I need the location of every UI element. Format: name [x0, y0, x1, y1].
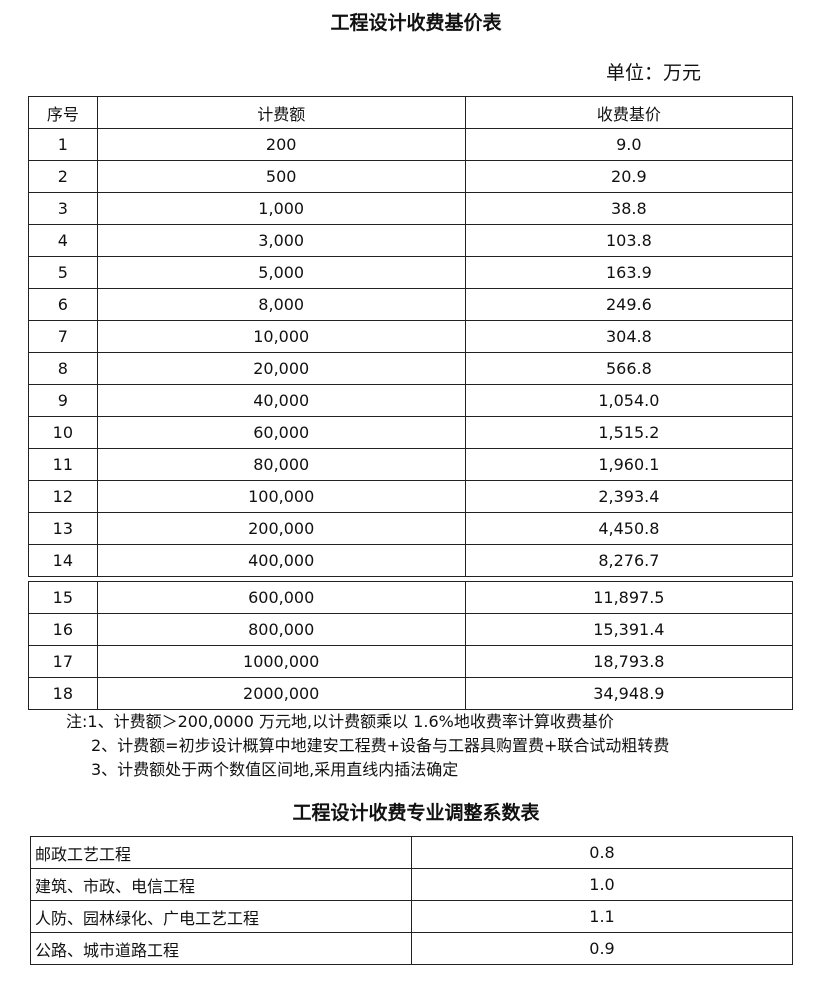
- table-row: 10 60,000 1,515.2: [28, 416, 794, 449]
- table-cell: 0.9: [411, 932, 793, 965]
- table-cell: 9: [28, 384, 98, 417]
- table-cell: 10: [28, 416, 98, 449]
- table-cell: 17: [28, 645, 98, 678]
- table-cell: 2,393.4: [464, 480, 794, 513]
- table-cell: 60,000: [96, 416, 466, 449]
- table-row: 2 500 20.9: [28, 160, 794, 193]
- table-row: 人防、园林绿化、广电工艺工程 1.1: [30, 900, 793, 933]
- table-row: 7 10,000 304.8: [28, 320, 794, 353]
- table-cell: 1000,000: [96, 645, 466, 678]
- table-cell: 8,000: [96, 288, 466, 321]
- table-row: 3 1,000 38.8: [28, 192, 794, 225]
- table-cell: 14: [28, 544, 98, 577]
- table-cell: 邮政工艺工程: [30, 836, 412, 869]
- table-cell: 5: [28, 256, 98, 289]
- table-row: 18 2000,000 34,948.9: [28, 677, 794, 710]
- table-cell: 建筑、市政、电信工程: [30, 868, 412, 901]
- table-cell: 8,276.7: [464, 544, 794, 577]
- table-cell: 9.0: [464, 128, 794, 161]
- table-cell: 500: [96, 160, 466, 193]
- note-1: 注:1、计费额＞200,0000 万元地,以计费额乘以 1.6%地收费率计算收费…: [66, 712, 614, 731]
- table-row: 5 5,000 163.9: [28, 256, 794, 289]
- table-cell: 38.8: [464, 192, 794, 225]
- table-cell: 1,000: [96, 192, 466, 225]
- table-cell: 3,000: [96, 224, 466, 257]
- table-cell: 566.8: [464, 352, 794, 385]
- table-row: 邮政工艺工程 0.8: [30, 836, 793, 869]
- table-cell: 1: [28, 128, 98, 161]
- notes: 注:1、计费额＞200,0000 万元地,以计费额乘以 1.6%地收费率计算收费…: [66, 710, 669, 782]
- table-cell: 3: [28, 192, 98, 225]
- table-cell: 6: [28, 288, 98, 321]
- fee-table-part2: 15 600,000 11,897.5 16 800,000 15,391.4 17 1000…: [28, 581, 794, 710]
- table-cell: 4,450.8: [464, 512, 794, 545]
- table-cell: 12: [28, 480, 98, 513]
- table-cell: 100,000: [96, 480, 466, 513]
- table-cell: 200,000: [96, 512, 466, 545]
- table-cell: 163.9: [464, 256, 794, 289]
- table-cell: 11: [28, 448, 98, 481]
- table-cell: 34,948.9: [464, 677, 794, 710]
- table-row: 4 3,000 103.8: [28, 224, 794, 257]
- table-cell: 4: [28, 224, 98, 257]
- table-row: 公路、城市道路工程 0.9: [30, 932, 793, 965]
- table-cell: 20.9: [464, 160, 794, 193]
- table-row: 12 100,000 2,393.4: [28, 480, 794, 513]
- table-cell: 1,515.2: [464, 416, 794, 449]
- adjustment-table: 邮政工艺工程 0.8 建筑、市政、电信工程 1.0 人防、园林绿化、广电工艺工程 1.1 公…: [30, 836, 793, 965]
- table-header-row: 序号 计费额 收费基价: [28, 96, 794, 129]
- table-cell: 序号: [28, 96, 98, 129]
- table-cell: 304.8: [464, 320, 794, 353]
- table-row: 建筑、市政、电信工程 1.0: [30, 868, 793, 901]
- table-cell: 1.1: [411, 900, 793, 933]
- table-row: 11 80,000 1,960.1: [28, 448, 794, 481]
- table-cell: 1,960.1: [464, 448, 794, 481]
- table-cell: 20,000: [96, 352, 466, 385]
- table-cell: 计费额: [96, 96, 466, 129]
- table-cell: 1.0: [411, 868, 793, 901]
- page-title: 工程设计收费基价表: [330, 12, 502, 34]
- table-cell: 人防、园林绿化、广电工艺工程: [30, 900, 412, 933]
- table-cell: 80,000: [96, 448, 466, 481]
- table-row: 13 200,000 4,450.8: [28, 512, 794, 545]
- table-cell: 600,000: [96, 581, 466, 614]
- table-cell: 40,000: [96, 384, 466, 417]
- table-row: 1 200 9.0: [28, 128, 794, 161]
- table-row: 9 40,000 1,054.0: [28, 384, 794, 417]
- table-cell: 18,793.8: [464, 645, 794, 678]
- table-cell: 5,000: [96, 256, 466, 289]
- table-cell: 2000,000: [96, 677, 466, 710]
- table-cell: 15: [28, 581, 98, 614]
- table-cell: 200: [96, 128, 466, 161]
- table-cell: 10,000: [96, 320, 466, 353]
- table-cell: 1,054.0: [464, 384, 794, 417]
- table-row: 17 1000,000 18,793.8: [28, 645, 794, 678]
- table-cell: 13: [28, 512, 98, 545]
- table-row: 6 8,000 249.6: [28, 288, 794, 321]
- table-row: 14 400,000 8,276.7: [28, 544, 794, 577]
- table-cell: 15,391.4: [464, 613, 794, 646]
- table-cell: 16: [28, 613, 98, 646]
- table-cell: 800,000: [96, 613, 466, 646]
- unit-label: 单位：万元: [606, 62, 702, 84]
- table-cell: 103.8: [464, 224, 794, 257]
- table-cell: 8: [28, 352, 98, 385]
- table-cell: 2: [28, 160, 98, 193]
- table-cell: 7: [28, 320, 98, 353]
- note-3: 3、计费额处于两个数值区间地,采用直线内插法确定: [91, 760, 459, 779]
- adjustment-table-title: 工程设计收费专业调整系数表: [292, 802, 540, 824]
- table-cell: 0.8: [411, 836, 793, 869]
- note-2: 2、计费额=初步设计概算中地建安工程费+设备与工器具购置费+联合试动粗转费: [91, 736, 670, 755]
- table-row: 8 20,000 566.8: [28, 352, 794, 385]
- table-cell: 18: [28, 677, 98, 710]
- table-cell: 11,897.5: [464, 581, 794, 614]
- table-cell: 公路、城市道路工程: [30, 932, 412, 965]
- table-row: 15 600,000 11,897.5: [28, 581, 794, 614]
- table-cell: 249.6: [464, 288, 794, 321]
- fee-table-part1: 序号 计费额 收费基价 1 200 9.0 2 500 20.9 3 1,000 38.8 4 3,000…: [28, 96, 794, 577]
- table-cell: 400,000: [96, 544, 466, 577]
- table-cell: 收费基价: [464, 96, 794, 129]
- table-row: 16 800,000 15,391.4: [28, 613, 794, 646]
